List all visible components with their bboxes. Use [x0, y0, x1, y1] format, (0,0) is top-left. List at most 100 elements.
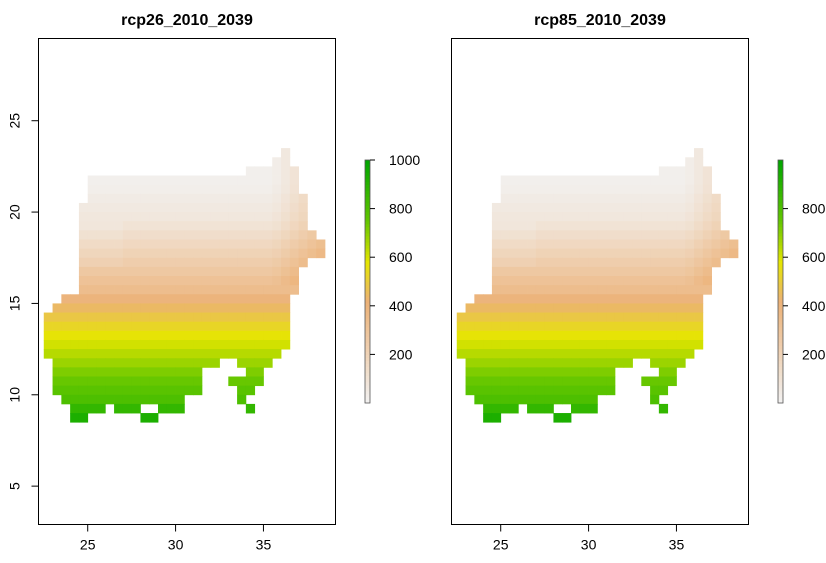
raster-cell	[491, 403, 502, 414]
raster-cell	[509, 349, 519, 359]
raster-cell	[184, 321, 194, 332]
raster-cell	[114, 212, 124, 222]
raster-cell	[465, 312, 475, 323]
raster-cell	[641, 230, 651, 240]
raster-cell	[96, 184, 106, 195]
raster-cell	[694, 294, 704, 304]
raster-cell	[694, 303, 704, 313]
raster-cell	[588, 330, 598, 341]
raster-cell	[166, 212, 176, 222]
raster-cell	[606, 385, 616, 396]
raster-cell	[553, 321, 563, 332]
raster-cell	[114, 321, 124, 332]
raster-cell	[158, 330, 168, 341]
raster-cell	[614, 202, 625, 213]
raster-cell	[632, 349, 642, 359]
raster-cell	[562, 413, 572, 423]
raster-cell	[685, 303, 695, 313]
raster-cell	[263, 257, 273, 268]
raster-cell	[650, 276, 660, 286]
raster-cell	[140, 193, 150, 204]
raster-cell	[237, 184, 247, 195]
raster-cell	[272, 321, 282, 332]
raster-cell	[509, 230, 519, 240]
raster-cell	[544, 285, 554, 295]
raster-cell	[518, 330, 528, 341]
raster-cell	[122, 239, 133, 250]
raster-cell	[87, 202, 97, 213]
raster-cell	[614, 248, 625, 259]
raster-cell	[237, 339, 247, 350]
raster-cell	[509, 239, 519, 250]
raster-cell	[78, 266, 89, 277]
raster-cell	[158, 248, 168, 259]
raster-cell	[535, 349, 546, 359]
raster-cell	[606, 339, 616, 350]
raster-cell	[175, 257, 185, 268]
raster-cell	[579, 294, 589, 304]
raster-cell	[193, 376, 203, 387]
raster-cell	[491, 212, 502, 222]
raster-cell	[78, 202, 89, 213]
raster-cell	[579, 248, 589, 259]
raster-cell	[140, 276, 150, 286]
raster-cell	[667, 257, 677, 268]
raster-cell	[140, 257, 150, 268]
legend-swatch	[778, 223, 783, 228]
raster-cell	[105, 321, 115, 332]
raster-cell	[553, 394, 563, 405]
raster-cell	[562, 321, 572, 332]
raster-cell	[245, 257, 256, 268]
raster-cell	[96, 257, 106, 268]
raster-cell	[562, 312, 572, 323]
raster-cell	[500, 294, 510, 304]
legend-swatch	[778, 232, 783, 237]
raster-cell	[694, 339, 704, 350]
legend-swatch	[365, 178, 370, 182]
raster-cell	[527, 358, 537, 368]
raster-cell	[87, 257, 97, 268]
raster-cell	[237, 248, 247, 259]
raster-cell	[201, 294, 212, 304]
raster-cell	[52, 358, 62, 368]
raster-cell	[237, 312, 247, 323]
raster-cell	[166, 303, 176, 313]
raster-cell	[702, 184, 712, 195]
raster-cell	[623, 248, 633, 259]
raster-cell	[456, 312, 466, 323]
raster-cell	[571, 257, 581, 268]
raster-cell	[641, 330, 651, 341]
raster-cell	[667, 212, 677, 222]
raster-cell	[553, 276, 563, 286]
raster-cell	[201, 303, 212, 313]
raster-cell	[562, 257, 572, 268]
raster-cell	[588, 385, 598, 396]
raster-cell	[711, 239, 721, 250]
raster-cell	[500, 212, 510, 222]
raster-cell	[52, 330, 62, 341]
raster-cell	[597, 367, 607, 377]
raster-cell	[623, 193, 633, 204]
raster-cell	[149, 312, 159, 323]
raster-cell	[483, 349, 493, 359]
raster-cell	[175, 330, 185, 341]
raster-cell	[491, 303, 502, 313]
raster-cell	[96, 330, 106, 341]
raster-cell	[544, 257, 554, 268]
raster-cell	[149, 330, 159, 341]
raster-cell	[52, 349, 62, 359]
legend-swatch	[778, 229, 783, 234]
raster-cell	[254, 330, 264, 341]
raster-cell	[78, 330, 89, 341]
raster-cell	[272, 312, 282, 323]
raster-cell	[500, 339, 510, 350]
legend-swatch	[365, 248, 370, 252]
raster-cell	[676, 257, 686, 268]
raster-cell	[272, 248, 282, 259]
raster-cell	[122, 303, 133, 313]
raster-cell	[210, 230, 220, 240]
legend-swatch	[778, 287, 783, 292]
raster-cell	[245, 230, 256, 240]
raster-cell	[500, 266, 510, 277]
raster-cell	[122, 193, 133, 204]
